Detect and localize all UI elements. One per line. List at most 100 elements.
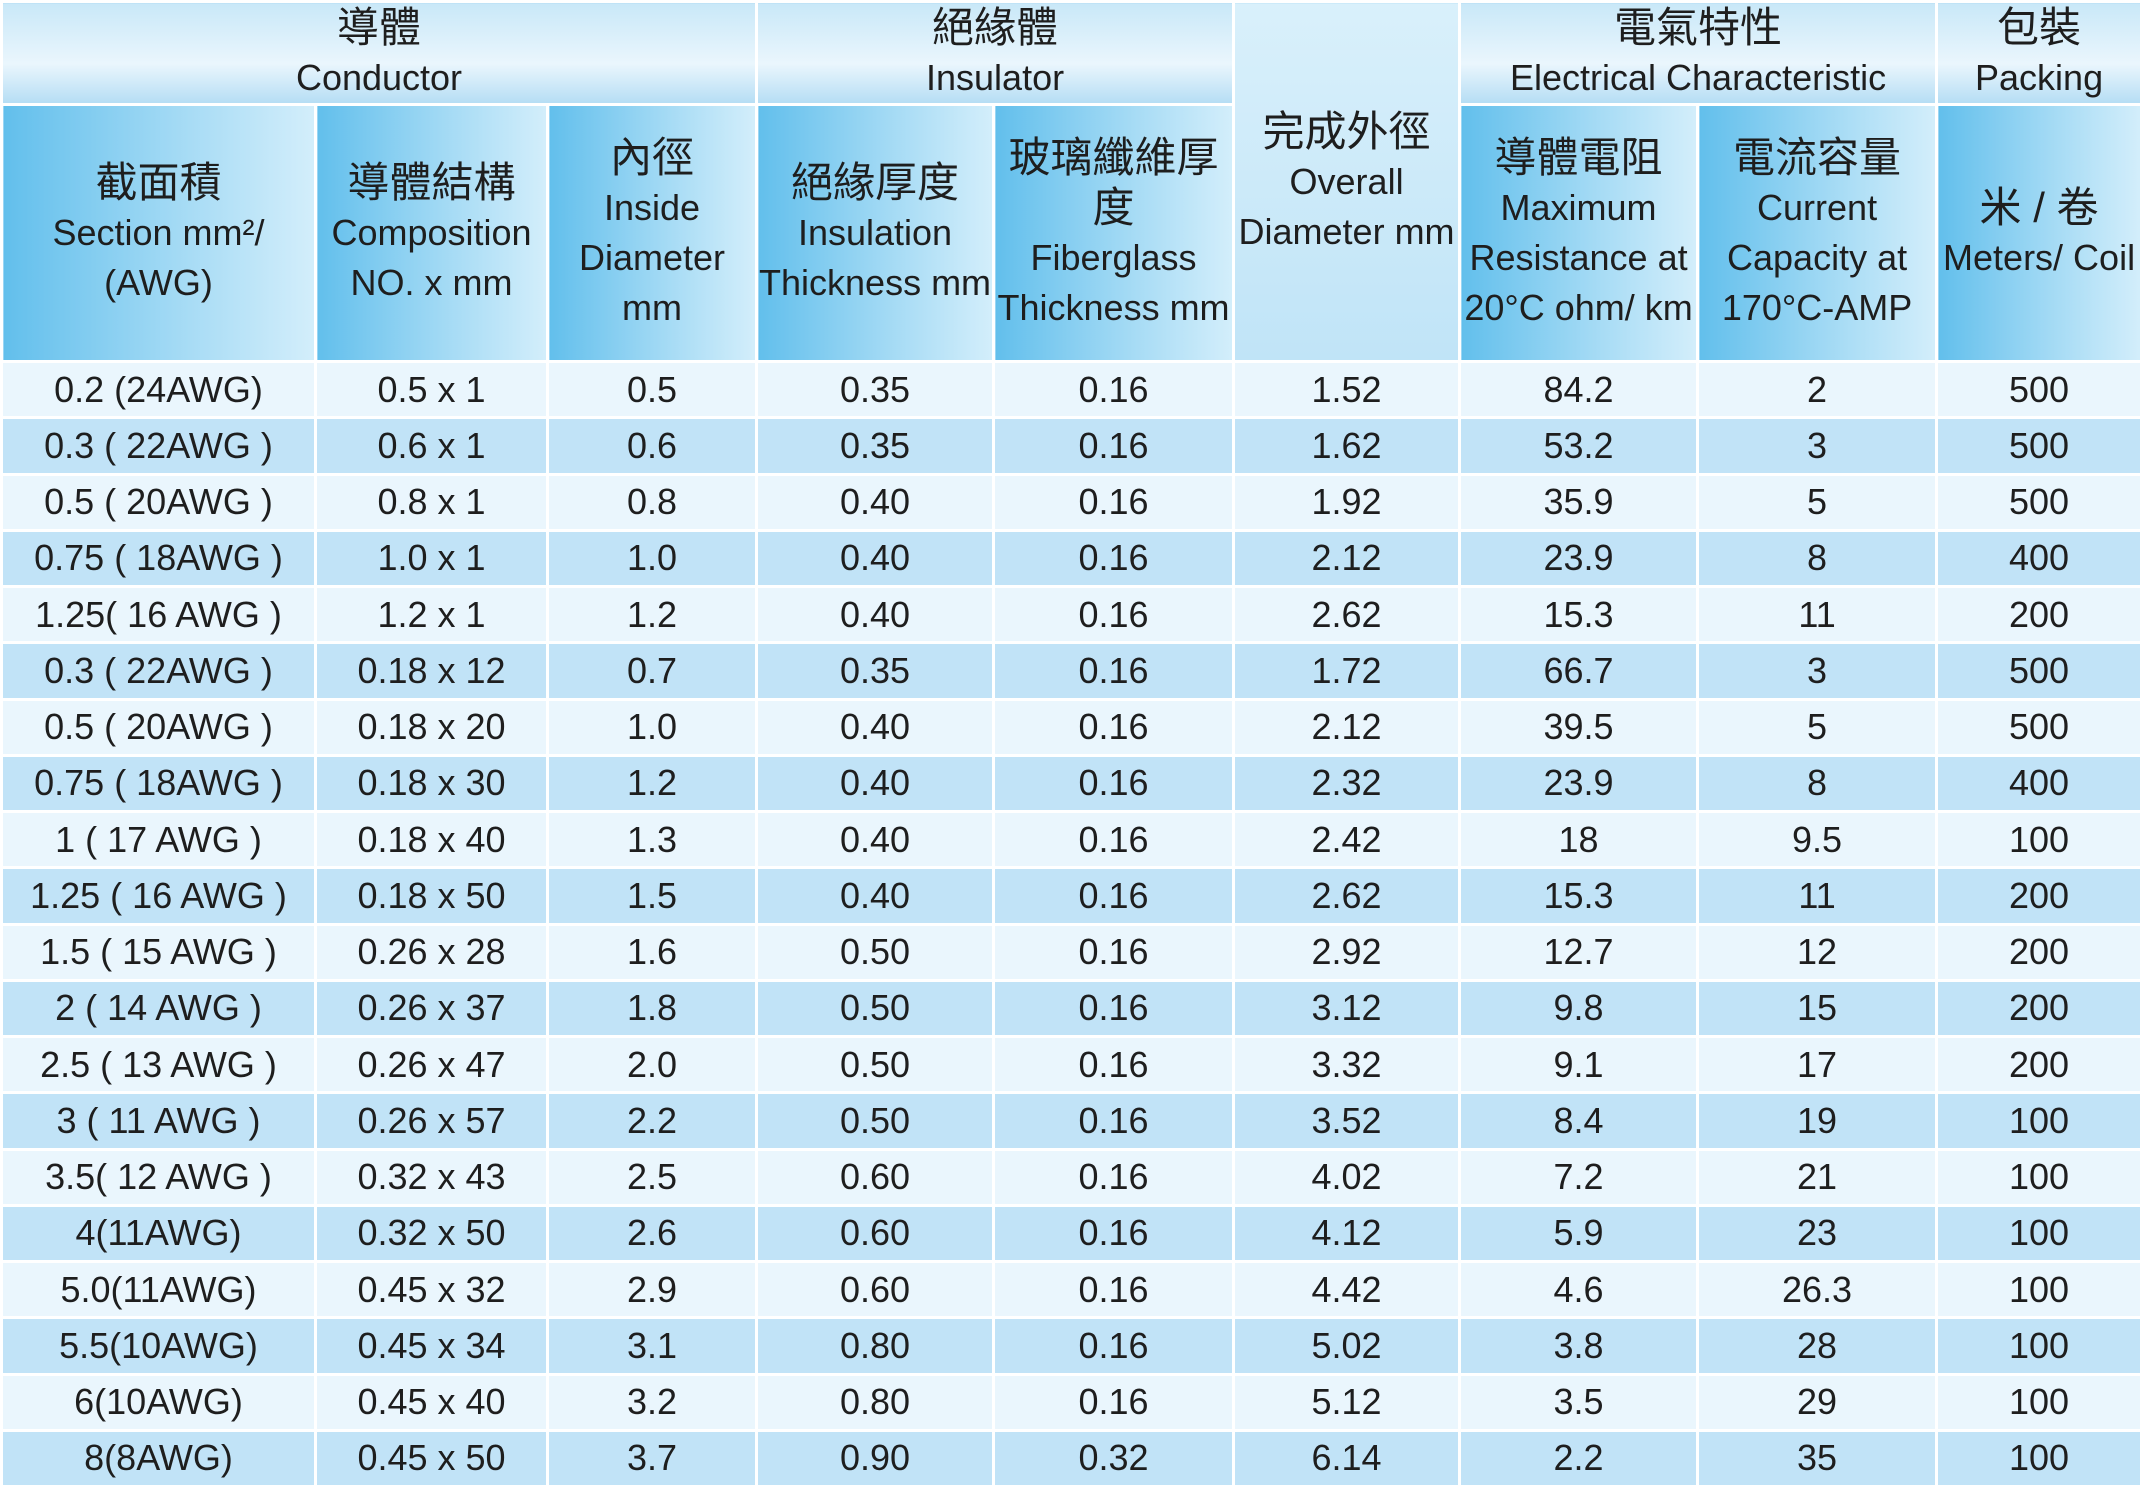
table-cell: 0.16 [992,1147,1236,1207]
table-cell: 0.80 [755,1316,996,1376]
table-cell: 100 [1935,1203,2140,1264]
table-cell: 1.2 x 1 [314,584,549,645]
table-cell: 3.52 [1232,1091,1462,1151]
table-cell: 0.75 ( 18AWG ) [0,528,317,589]
table-cell: 4.12 [1232,1203,1462,1264]
table-cell: 1.25( 16 AWG ) [0,584,317,645]
group-header: 電氣特性 Electrical Characteristic [1458,0,1939,106]
table-cell: 200 [1935,978,2140,1039]
column-header: 內徑 Inside Diameter mm [545,103,759,363]
table-cell: 2.9 [545,1259,759,1320]
table-cell: 2.2 [545,1091,759,1151]
table-cell: 0.35 [755,641,996,701]
table-cell: 3.12 [1232,978,1462,1039]
table-cell: 21 [1696,1147,1939,1207]
table-cell: 11 [1696,584,1939,645]
table-cell: 0.5 [545,359,759,420]
table-cell: 0.16 [992,1259,1236,1320]
header-en: Packing [1975,57,2104,98]
table-cell: 0.50 [755,922,996,982]
table-cell: 500 [1935,416,2140,476]
table-cell: 0.45 x 34 [314,1316,549,1376]
table-cell: 0.16 [992,416,1236,476]
header-zh: 電氣特性 [1614,4,1783,52]
table-cell: 0.45 x 50 [314,1428,549,1488]
table-cell: 12 [1696,922,1939,982]
table-cell: 3.1 [545,1316,759,1376]
table-cell: 5.02 [1232,1316,1462,1376]
table-cell: 0.18 x 40 [314,809,549,870]
table-cell: 2.62 [1232,866,1462,926]
column-header: 玻璃纖維厚度 Fiberglass Thickness mm [992,103,1236,363]
table-cell: 0.8 [545,472,759,532]
table-cell: 200 [1935,1034,2140,1095]
header-zh: 截面積 [95,159,222,206]
table-cell: 2.2 [1458,1428,1700,1488]
table-cell: 0.3 ( 22AWG ) [0,416,317,476]
table-cell: 500 [1935,359,2140,420]
table-cell: 100 [1935,1316,2140,1376]
table-cell: 28 [1696,1316,1939,1376]
table-cell: 100 [1935,1372,2140,1432]
table-cell: 0.16 [992,866,1236,926]
table-row: 0.75 ( 18AWG ) 1.0 x 1 1.0 0.40 0.16 2.12 23.9… [0,528,2140,589]
group-header: 導體 Conductor [0,0,759,106]
table-cell: 0.40 [755,472,996,532]
header-zh: 絕緣體 [932,4,1059,52]
table-cell: 5 [1696,472,1939,532]
table-row: 0.3 ( 22AWG ) 0.6 x 1 0.6 0.35 0.16 1.62 53.2 3… [0,416,2140,476]
header-zh: 包裝 [1997,4,2082,52]
table-cell: 15.3 [1458,584,1700,645]
table-cell: 0.40 [755,584,996,645]
table-cell: 23.9 [1458,753,1700,814]
table-cell: 2.5 [545,1147,759,1207]
table-cell: 3.32 [1232,1034,1462,1095]
table-row: 2.5 ( 13 AWG ) 0.26 x 47 2.0 0.50 0.16 3.32 9.… [0,1034,2140,1095]
table-cell: 100 [1935,1259,2140,1320]
table-cell: 0.7 [545,641,759,701]
header-zh: 內徑 [610,134,695,181]
table-cell: 0.40 [755,753,996,814]
table-cell: 8(8AWG) [0,1428,317,1488]
table-cell: 15 [1696,978,1939,1039]
table-cell: 1.0 [545,528,759,589]
table-cell: 0.26 x 28 [314,922,549,982]
header-en: Maximum Resistance at 20°C ohm/ km [1464,187,1693,328]
table-cell: 2.62 [1232,584,1462,645]
table-cell: 0.40 [755,697,996,757]
header-zh: 導體電阻 [1494,134,1663,181]
table-row: 4(11AWG) 0.32 x 50 2.6 0.60 0.16 4.12 5.9 23 100 [0,1203,2140,1264]
table-cell: 8 [1696,528,1939,589]
table-row: 5.0(11AWG) 0.45 x 32 2.9 0.60 0.16 4.42 4.6 26.… [0,1259,2140,1320]
table-cell: 1.3 [545,809,759,870]
table-row: 1.25 ( 16 AWG ) 0.18 x 50 1.5 0.40 0.16 2.62 1… [0,866,2140,926]
table-row: 0.5 ( 20AWG ) 0.18 x 20 1.0 0.40 0.16 2.12 39.… [0,697,2140,757]
table-cell: 1.6 [545,922,759,982]
table-cell: 23.9 [1458,528,1700,589]
table-cell: 0.16 [992,697,1236,757]
table-cell: 0.16 [992,641,1236,701]
header-en: Current Capacity at 170°C-AMP [1721,187,1913,328]
table-cell: 1.52 [1232,359,1462,420]
table-cell: 2.6 [545,1203,759,1264]
table-cell: 0.16 [992,753,1236,814]
table-cell: 0.18 x 20 [314,697,549,757]
table-cell: 3 ( 11 AWG ) [0,1091,317,1151]
table-cell: 0.40 [755,809,996,870]
table-row: 1.25( 16 AWG ) 1.2 x 1 1.2 0.40 0.16 2.62 15.3… [0,584,2140,645]
header-row: 截面積 Section mm²/ (AWG) 導體結構 Composition NO.… [0,103,2140,363]
table-cell: 0.80 [755,1372,996,1432]
table-cell: 5 [1696,697,1939,757]
table-cell: 0.16 [992,584,1236,645]
table-cell: 8.4 [1458,1091,1700,1151]
table-cell: 3.8 [1458,1316,1700,1376]
table-cell: 0.32 x 43 [314,1147,549,1207]
table-row: 3.5( 12 AWG ) 0.32 x 43 2.5 0.60 0.16 4.02 7.2… [0,1147,2140,1207]
table-row: 1.5 ( 15 AWG ) 0.26 x 28 1.6 0.50 0.16 2.92 12… [0,922,2140,982]
table-cell: 9.1 [1458,1034,1700,1095]
table-cell: 26.3 [1696,1259,1939,1320]
table-cell: 0.40 [755,528,996,589]
table-cell: 200 [1935,866,2140,926]
table-cell: 66.7 [1458,641,1700,701]
